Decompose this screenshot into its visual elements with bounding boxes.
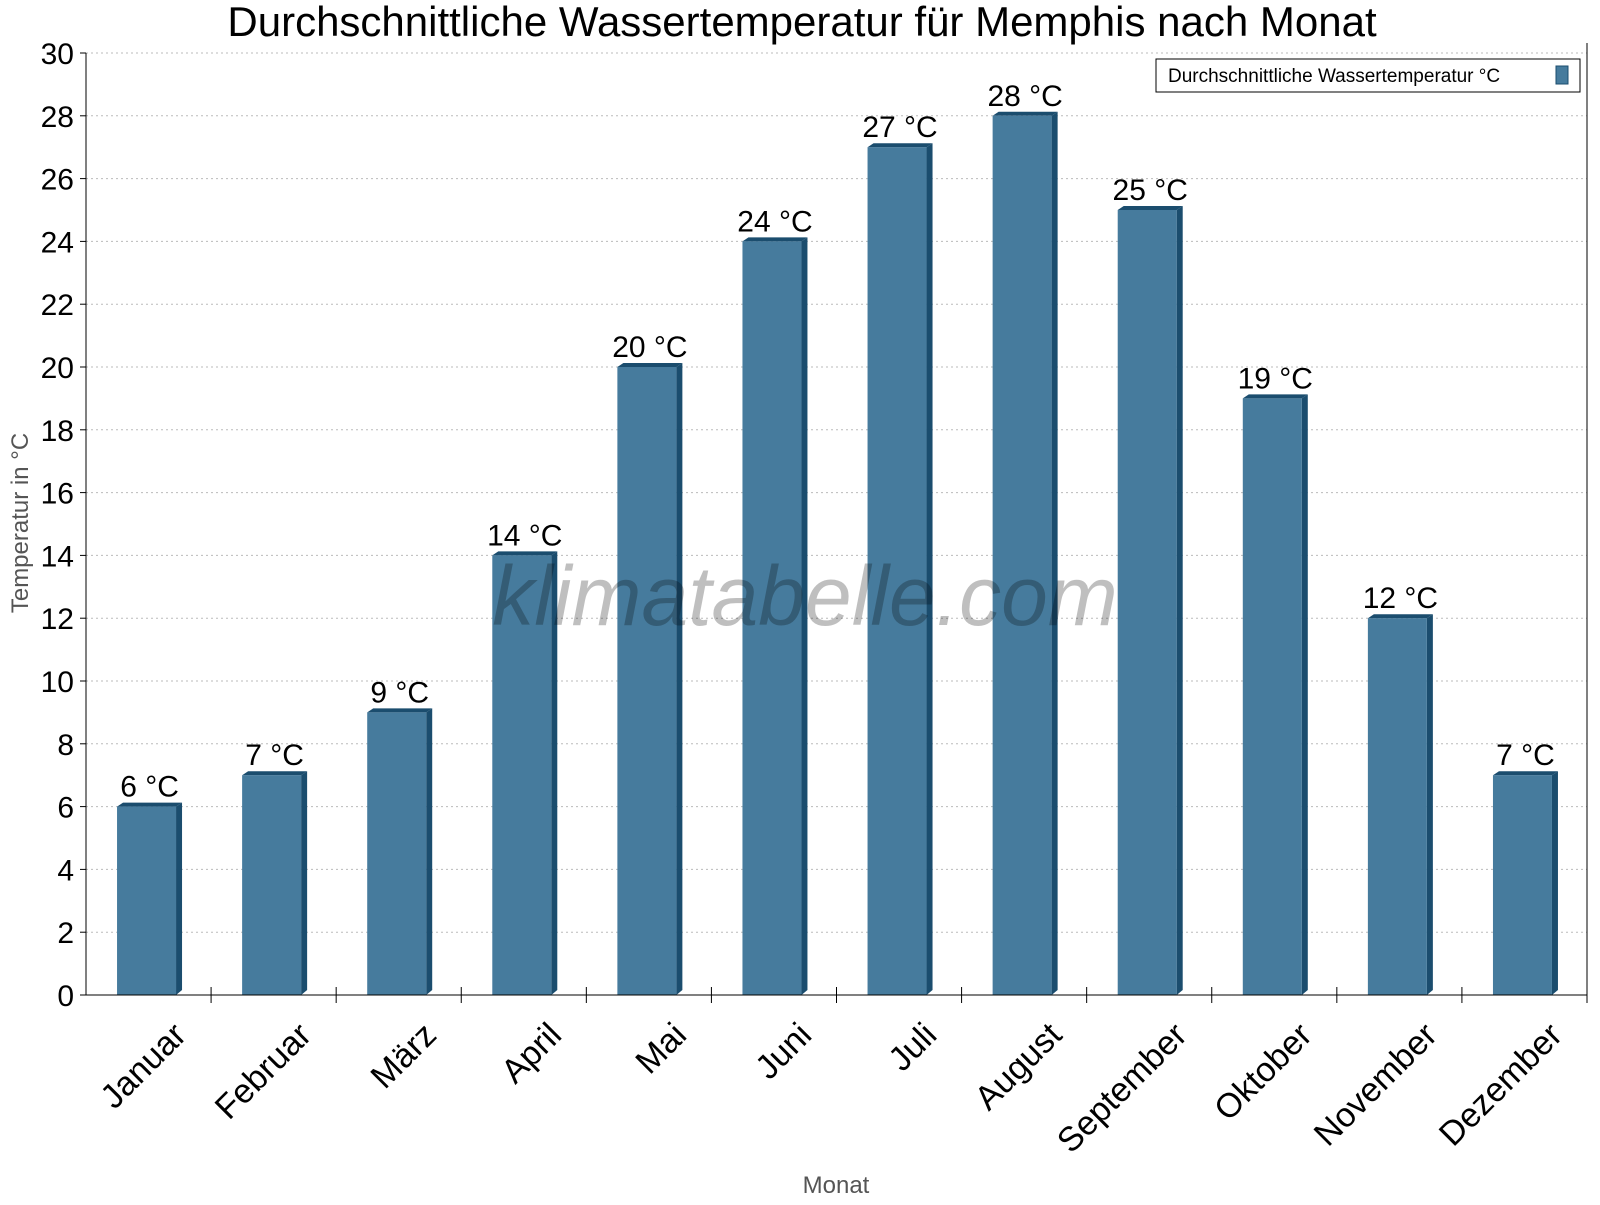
bar-side [1051, 111, 1058, 996]
data-label: 9 °C [370, 676, 429, 709]
y-tick-label: 4 [57, 854, 74, 887]
y-tick-label: 24 [41, 226, 74, 259]
bar [367, 712, 427, 995]
bar-top [742, 237, 808, 242]
data-label: 25 °C [1113, 174, 1188, 207]
y-tick-label: 22 [41, 289, 74, 322]
y-tick-label: 14 [41, 540, 74, 573]
x-tick-label: August [968, 1015, 1070, 1117]
x-tick-label: Mai [628, 1016, 694, 1082]
data-label: 24 °C [737, 205, 812, 238]
bar-side [676, 363, 683, 995]
bar-top [992, 111, 1058, 116]
gridlines [86, 52, 1587, 933]
x-tick-label: Januar [93, 1016, 193, 1116]
y-tick-label: 30 [41, 38, 74, 71]
data-label: 7 °C [245, 739, 304, 772]
x-tick-label: Juni [748, 1016, 819, 1087]
y-tick-label: 2 [57, 917, 74, 950]
data-label: 12 °C [1363, 582, 1438, 615]
bar-side [426, 708, 433, 995]
legend-swatch [1555, 65, 1569, 85]
x-tick-label: Februar [208, 1016, 319, 1127]
data-label: 28 °C [987, 80, 1062, 113]
bar-side [176, 802, 183, 995]
bar-top [1242, 394, 1308, 399]
y-tick-label: 16 [41, 478, 74, 511]
y-tick-label: 10 [41, 666, 74, 699]
bar [1117, 210, 1177, 995]
x-tick-label: April [494, 1016, 569, 1091]
bar-side [1301, 394, 1308, 995]
bar [867, 147, 927, 995]
y-tick-label: 18 [41, 415, 74, 448]
data-label: 14 °C [487, 519, 562, 552]
x-tick-label: Oktober [1207, 1016, 1319, 1128]
bar-side [926, 143, 933, 995]
bar [1492, 775, 1552, 995]
x-axis-label: Monat [803, 1172, 870, 1199]
x-tick-label: Dezember [1432, 1016, 1570, 1154]
y-tick-label: 26 [41, 164, 74, 197]
data-label: 6 °C [120, 771, 179, 804]
bar [1367, 618, 1427, 995]
chart-title: Durchschnittliche Wassertemperatur für M… [227, 0, 1377, 45]
bar-side [801, 237, 808, 995]
legend: Durchschnittliche Wassertemperatur °C [1155, 58, 1581, 93]
bar [242, 775, 302, 995]
bar [617, 367, 677, 995]
y-tick-label: 0 [57, 980, 74, 1013]
bar-top [367, 708, 433, 713]
x-tick-label: September [1050, 1016, 1194, 1160]
bar [492, 555, 552, 995]
bar-side [551, 551, 558, 995]
bar-side [301, 771, 308, 995]
bar [992, 115, 1052, 996]
data-label: 19 °C [1238, 362, 1313, 395]
bars: 6 °C 7 °C 9 °C 14 °C 20 °C 24 °C 27 °C 28 °C 25 … [117, 80, 1558, 996]
data-label: 20 °C [612, 331, 687, 364]
bar-top [1117, 206, 1183, 210]
bar-top [1367, 614, 1433, 619]
y-axis-label: Temperatur in °C [7, 433, 34, 613]
data-label: 7 °C [1496, 739, 1555, 772]
bar [1242, 398, 1302, 995]
y-tick-label: 8 [57, 729, 74, 762]
bar [117, 806, 177, 995]
x-tick-label: Juli [881, 1016, 944, 1079]
watermark: klimatabelle.com [492, 549, 1118, 643]
bar-top [867, 143, 933, 148]
y-tick-label: 6 [57, 792, 74, 825]
y-tick-label: 28 [41, 101, 74, 134]
bar [742, 241, 802, 995]
y-tick-label: 12 [41, 603, 74, 636]
x-tick-label: November [1307, 1016, 1445, 1154]
x-tick-label: März [364, 1016, 444, 1096]
bar-top [492, 551, 558, 556]
bar-top [242, 771, 308, 776]
y-tick-label: 20 [41, 352, 74, 385]
bar-side [1176, 206, 1183, 995]
legend-label: Durchschnittliche Wassertemperatur °C [1168, 66, 1500, 87]
data-label: 27 °C [862, 111, 937, 144]
bar-top [117, 802, 183, 807]
bar-top [1492, 771, 1558, 776]
bar-side [1551, 771, 1558, 995]
bar-side [1426, 614, 1433, 995]
bar-top [617, 363, 683, 367]
legend-box [1155, 58, 1581, 93]
